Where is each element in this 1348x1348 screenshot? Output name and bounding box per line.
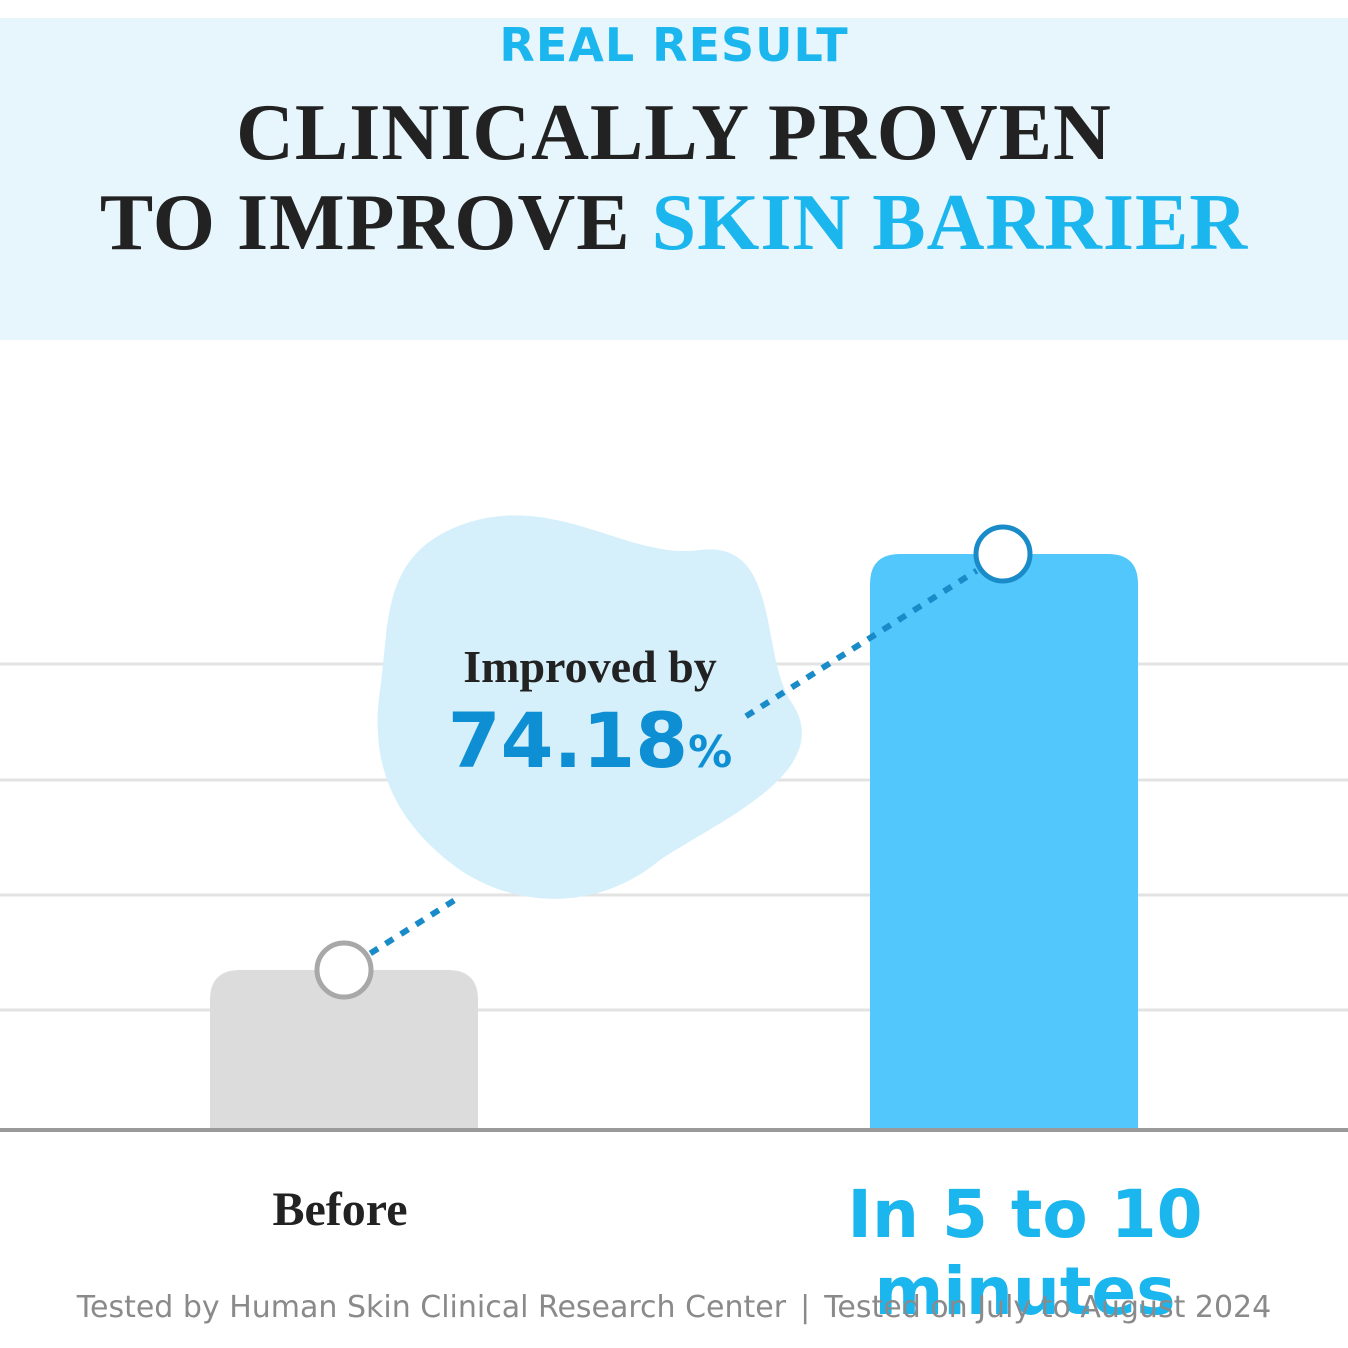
bar-after [870, 554, 1138, 1130]
footer-left: Tested by Human Skin Clinical Research C… [76, 1290, 787, 1325]
headline-line-2: TO IMPROVE SKIN BARRIER [0, 178, 1348, 268]
bar-before [210, 970, 478, 1130]
header-banner [0, 18, 1348, 340]
callout-label: Improved by [463, 641, 717, 692]
trend-line-lower [368, 896, 458, 956]
headline-line-1: CLINICALLY PROVEN [236, 89, 1112, 177]
data-point-after [973, 524, 1033, 584]
callout-value: 74.18% [380, 696, 800, 785]
category-label-before: Before [272, 1183, 408, 1236]
footer-note: Tested by Human Skin Clinical Research C… [0, 1290, 1348, 1325]
footer-separator: | [800, 1290, 811, 1325]
category-label-after: In 5 to 10 minutes [847, 1176, 1203, 1330]
footer-right: Tested on July to August 2024 [824, 1290, 1272, 1325]
callout-number: 74.18 [447, 696, 689, 785]
data-point-before [314, 940, 374, 1000]
headline-accent: SKIN BARRIER [651, 179, 1249, 267]
callout-unit: % [688, 727, 733, 778]
eyebrow-title: REAL RESULT [499, 18, 849, 72]
callout-blob [377, 515, 802, 899]
headline-prefix: TO IMPROVE [99, 179, 652, 267]
